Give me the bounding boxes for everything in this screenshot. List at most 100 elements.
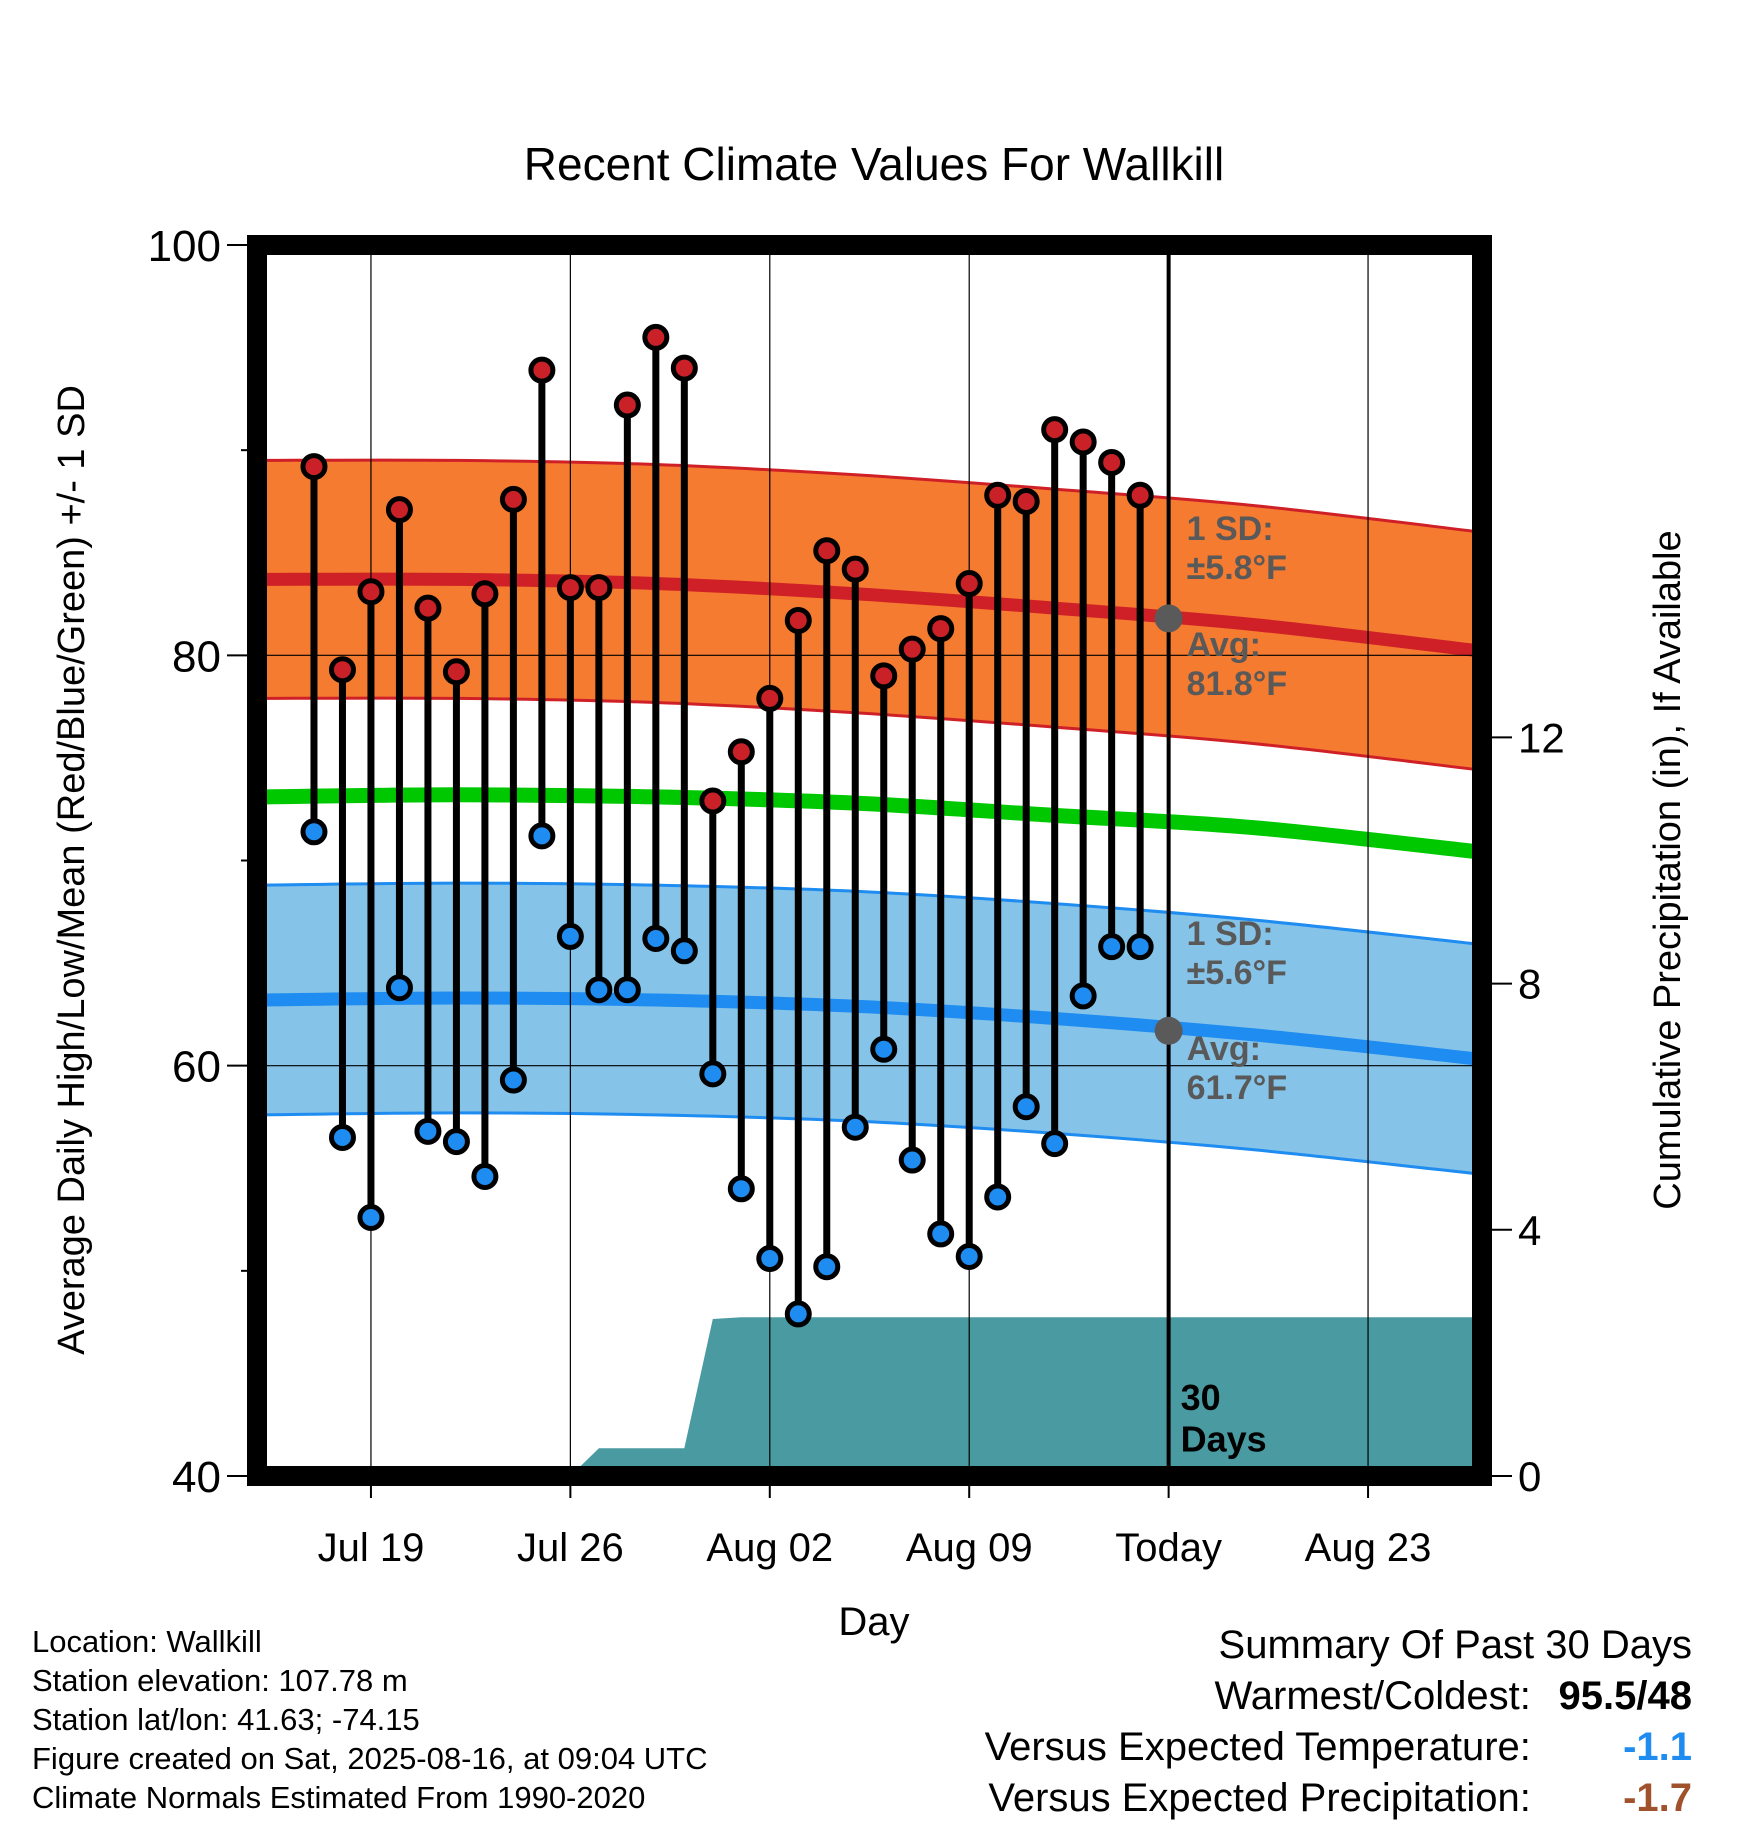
high-point <box>499 485 527 513</box>
high-point <box>414 594 442 622</box>
chart-title: Recent Climate Values For Wallkill <box>524 138 1224 190</box>
axes: 40 60 80 100 0 4 8 12 Jul 19 Jul 26 Aug 02 Aug 09 To… <box>148 222 1565 1570</box>
high-point <box>1012 487 1040 515</box>
normals-bands <box>256 458 1483 1176</box>
y2-tick-label: 12 <box>1518 714 1565 761</box>
high-point <box>756 684 784 712</box>
low-point <box>756 1245 784 1273</box>
high-point <box>642 323 670 351</box>
high-point <box>670 354 698 382</box>
low-point <box>556 922 584 950</box>
summary-temp-value: -1.1 <box>1623 1725 1692 1769</box>
low-point <box>727 1175 755 1203</box>
high-point <box>1069 428 1097 456</box>
info-latlon: Station lat/lon: 41.63; -74.15 <box>32 1702 420 1737</box>
low-point <box>870 1035 898 1063</box>
info-created: Figure created on Sat, 2025-08-16, at 09… <box>32 1741 708 1776</box>
avg-mean-line <box>256 787 1483 860</box>
low-point <box>784 1300 812 1328</box>
low-point <box>955 1242 983 1270</box>
today-high-marker <box>1154 604 1183 633</box>
x-tick-label: Jul 19 <box>318 1526 425 1570</box>
today-low-marker <box>1154 1016 1183 1045</box>
low-point <box>642 924 670 952</box>
summary-temp: Versus Expected Temperature: -1.1 <box>985 1722 1692 1773</box>
high-point <box>699 787 727 815</box>
high-avg-annotation: Avg: 81.8°F <box>1187 626 1288 703</box>
high-point <box>784 606 812 634</box>
low-point <box>1012 1093 1040 1121</box>
low-point <box>385 974 413 1002</box>
high-point <box>585 574 613 602</box>
low-sd-band <box>257 883 1482 1175</box>
low-point <box>328 1123 356 1151</box>
high-point <box>556 574 584 602</box>
summary-precip: Versus Expected Precipitation: -1.7 <box>985 1773 1692 1824</box>
low-point <box>357 1203 385 1231</box>
x-tick-label: Aug 23 <box>1305 1526 1432 1570</box>
low-point <box>471 1162 499 1190</box>
low-point <box>1069 982 1097 1010</box>
low-point <box>841 1113 869 1141</box>
x-axis-label: Day <box>838 1600 909 1644</box>
low-point <box>613 976 641 1004</box>
high-sd-upper-line <box>256 458 1483 534</box>
x-tick-label: Today <box>1115 1526 1222 1570</box>
low-point <box>984 1183 1012 1211</box>
y-tick-label: 80 <box>172 632 221 681</box>
high-point <box>898 635 926 663</box>
y-tick-label: 60 <box>172 1043 221 1092</box>
info-normals: Climate Normals Estimated From 1990-2020 <box>32 1780 646 1815</box>
low-point <box>1098 933 1126 961</box>
daily-points <box>300 323 1154 1328</box>
summary-panel: Summary Of Past 30 Days Warmest/Coldest:… <box>985 1620 1692 1824</box>
precip-area <box>257 1317 1482 1476</box>
high-sd-band <box>257 460 1482 771</box>
summary-temp-label: Versus Expected Temperature: <box>984 1725 1531 1769</box>
high-point <box>385 496 413 524</box>
high-point <box>1041 416 1069 444</box>
plot-border <box>247 235 1492 1486</box>
low-point <box>813 1253 841 1281</box>
low-point <box>1041 1130 1069 1158</box>
high-point <box>1126 481 1154 509</box>
info-location: Location: Wallkill <box>32 1624 262 1659</box>
low-point <box>699 1060 727 1088</box>
summary-title: Summary Of Past 30 Days <box>1218 1623 1692 1667</box>
annotations: 1 SD: ±5.8°F Avg: 81.8°F 1 SD: ±5.6°F Avg: 61.7… <box>1154 510 1288 1459</box>
low-point <box>499 1066 527 1094</box>
high-point <box>841 555 869 583</box>
high-point <box>613 391 641 419</box>
y-axis-label: Average Daily High/Low/Mean (Red/Blue/Gr… <box>51 385 93 1355</box>
x-tick-label: Aug 09 <box>906 1526 1033 1570</box>
summary-precip-label: Versus Expected Precipitation: <box>988 1776 1531 1820</box>
low-point <box>670 937 698 965</box>
low-point <box>414 1117 442 1145</box>
high-point <box>357 578 385 606</box>
low-point <box>442 1128 470 1156</box>
high-point <box>471 580 499 608</box>
y2-tick-label: 4 <box>1518 1207 1541 1254</box>
high-point <box>984 481 1012 509</box>
station-info: Location: Wallkill Station elevation: 10… <box>32 1622 708 1817</box>
low-avg-annotation: Avg: 61.7°F <box>1187 1030 1288 1107</box>
y2-tick-label: 8 <box>1518 961 1541 1008</box>
plot-frame <box>247 235 1492 1486</box>
low-point <box>927 1220 955 1248</box>
low-point <box>528 822 556 850</box>
y2-axis-label: Cumulative Precipitation (in), If Availa… <box>1647 530 1689 1209</box>
high-point <box>442 658 470 686</box>
low-sd-annotation: 1 SD: ±5.6°F <box>1187 915 1287 992</box>
high-point <box>955 570 983 598</box>
high-point <box>300 453 328 481</box>
high-point <box>328 656 356 684</box>
high-sd-annotation: 1 SD: ±5.8°F <box>1187 510 1287 587</box>
x-tick-label: Jul 26 <box>517 1526 624 1570</box>
precip-layer <box>257 1317 1482 1476</box>
high-point <box>813 537 841 565</box>
y-tick-label: 40 <box>172 1453 221 1502</box>
period-annotation: 30 Days <box>1181 1377 1267 1459</box>
y2-tick-label: 0 <box>1518 1453 1541 1500</box>
high-point <box>528 356 556 384</box>
